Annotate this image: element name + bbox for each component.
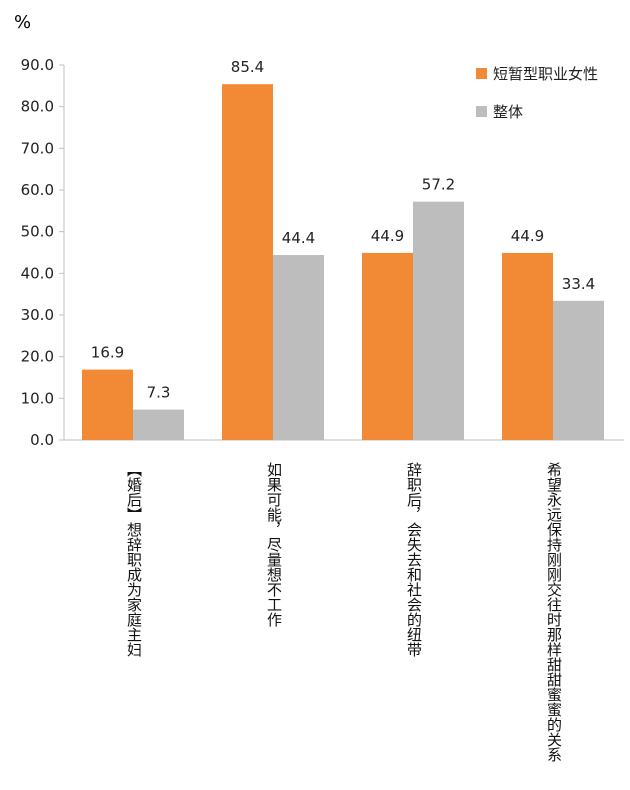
data-label: 85.4: [231, 58, 264, 76]
bar: [82, 369, 133, 440]
x-category-label: 如果可能，尽量想不工作: [265, 462, 283, 627]
legend-label-series-1: 短暂型职业女性: [493, 64, 599, 83]
y-tick-label: 60.0: [21, 181, 54, 199]
data-labels: 16.9 7.3 85.4 44.4 44.9 57.2 44.9 33.4: [91, 58, 595, 401]
y-tick-label: 0.0: [30, 431, 54, 449]
y-tick-label: 20.0: [21, 348, 54, 366]
x-category-label: 辞职后，会失去和社会的纽带: [405, 462, 423, 657]
y-tick-label: 70.0: [21, 139, 54, 157]
legend-swatch-series-1: [476, 67, 487, 79]
y-tick-label: 40.0: [21, 264, 54, 282]
y-tick-label: 10.0: [21, 389, 54, 407]
legend-swatch-series-2: [476, 105, 487, 117]
legend-item-series-2: 整体: [476, 100, 598, 122]
data-label: 16.9: [91, 344, 124, 362]
data-label: 44.4: [282, 229, 315, 247]
legend-item-series-1: 短暂型职业女性: [476, 62, 598, 84]
bar: [273, 255, 324, 440]
x-category-label: 希望永远保持刚刚交往时那样甜甜蜜蜜的关系: [545, 462, 563, 762]
data-label: 57.2: [422, 176, 455, 194]
legend: 短暂型职业女性 整体: [476, 62, 598, 138]
unit-label: %: [14, 12, 31, 33]
data-label: 7.3: [147, 384, 171, 402]
x-category-label: 【婚后】想辞职成为家庭主妇: [125, 462, 143, 657]
bar: [502, 252, 553, 440]
bar: [133, 409, 184, 440]
data-label: 44.9: [371, 227, 404, 245]
bar: [413, 201, 464, 440]
data-label: 44.9: [511, 227, 544, 245]
legend-label-series-2: 整体: [493, 102, 524, 121]
bar: [362, 252, 413, 440]
data-label: 33.4: [562, 275, 595, 293]
bar: [222, 84, 273, 441]
y-tick-label: 90.0: [21, 56, 54, 74]
y-tick-label: 80.0: [21, 98, 54, 116]
y-tick-label: 30.0: [21, 306, 54, 324]
y-tick-label: 50.0: [21, 223, 54, 241]
bars: [82, 84, 604, 441]
y-axis: 0.0 10.0 20.0 30.0 40.0 50.0 60.0 70.0 80.0 90.0: [21, 56, 624, 449]
bar: [553, 300, 604, 440]
